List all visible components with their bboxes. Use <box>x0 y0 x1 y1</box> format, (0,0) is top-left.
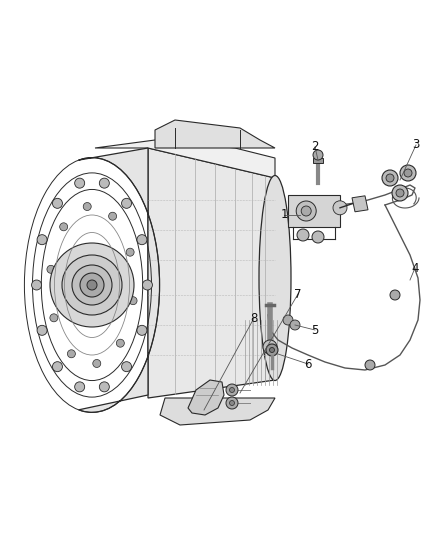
Polygon shape <box>188 380 224 415</box>
Circle shape <box>301 206 311 216</box>
Circle shape <box>365 360 375 370</box>
Circle shape <box>283 315 293 325</box>
Circle shape <box>67 350 75 358</box>
Circle shape <box>122 198 131 208</box>
Circle shape <box>230 400 234 406</box>
Circle shape <box>266 344 278 356</box>
Text: 5: 5 <box>311 324 319 336</box>
Circle shape <box>226 397 238 409</box>
Circle shape <box>142 280 152 290</box>
Circle shape <box>137 325 147 335</box>
Circle shape <box>122 362 131 372</box>
Circle shape <box>396 189 404 197</box>
Circle shape <box>290 320 300 330</box>
Circle shape <box>382 170 398 186</box>
Circle shape <box>32 280 42 290</box>
Circle shape <box>74 382 85 392</box>
Circle shape <box>50 314 58 322</box>
Circle shape <box>109 212 117 220</box>
Circle shape <box>313 150 323 160</box>
Text: 2: 2 <box>311 141 319 154</box>
Circle shape <box>53 198 63 208</box>
Circle shape <box>312 231 324 243</box>
Circle shape <box>74 178 85 188</box>
Polygon shape <box>313 158 323 163</box>
Circle shape <box>60 223 67 231</box>
Circle shape <box>386 174 394 182</box>
Text: 6: 6 <box>304 358 312 370</box>
Circle shape <box>50 243 134 327</box>
Text: 7: 7 <box>294 287 302 301</box>
Polygon shape <box>288 195 340 227</box>
Circle shape <box>392 185 408 201</box>
Circle shape <box>333 201 347 215</box>
Polygon shape <box>160 398 275 425</box>
Circle shape <box>37 235 47 245</box>
Circle shape <box>99 178 110 188</box>
Circle shape <box>226 384 238 396</box>
Text: 1: 1 <box>280 208 288 222</box>
Text: 8: 8 <box>250 311 258 325</box>
Circle shape <box>87 280 97 290</box>
Circle shape <box>263 340 277 354</box>
Circle shape <box>37 325 47 335</box>
Polygon shape <box>78 148 159 413</box>
Circle shape <box>230 387 234 392</box>
Text: 3: 3 <box>412 139 420 151</box>
Circle shape <box>400 165 416 181</box>
Polygon shape <box>148 148 275 398</box>
Polygon shape <box>95 140 275 178</box>
Circle shape <box>297 229 309 241</box>
Circle shape <box>296 201 316 221</box>
Polygon shape <box>155 120 275 148</box>
Polygon shape <box>352 196 368 212</box>
Circle shape <box>62 255 122 315</box>
Circle shape <box>93 359 101 367</box>
Circle shape <box>83 203 91 211</box>
Circle shape <box>129 297 137 305</box>
Circle shape <box>117 339 124 347</box>
Circle shape <box>269 348 275 352</box>
Circle shape <box>80 273 104 297</box>
Circle shape <box>126 248 134 256</box>
Circle shape <box>53 362 63 372</box>
Ellipse shape <box>259 175 291 381</box>
Circle shape <box>47 265 55 273</box>
Circle shape <box>99 382 110 392</box>
Text: 4: 4 <box>411 262 419 274</box>
Circle shape <box>137 235 147 245</box>
Circle shape <box>404 169 412 177</box>
Circle shape <box>390 290 400 300</box>
Circle shape <box>72 265 112 305</box>
